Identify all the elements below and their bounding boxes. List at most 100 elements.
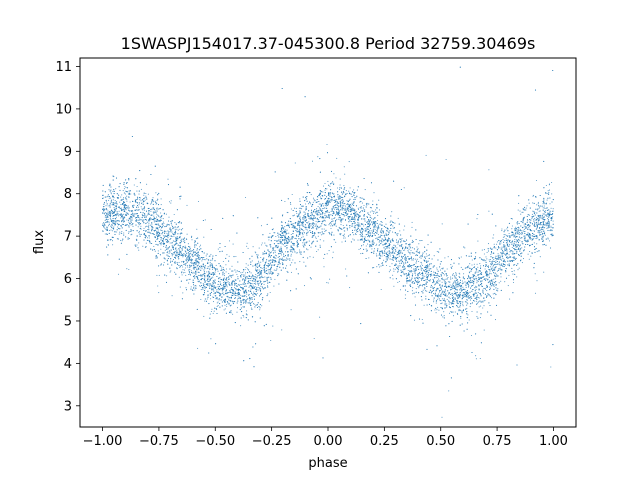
- data-point: [310, 214, 312, 216]
- data-point: [509, 251, 511, 253]
- data-point: [149, 217, 151, 219]
- data-point: [226, 303, 228, 306]
- data-point: [389, 251, 391, 253]
- data-point: [308, 240, 310, 242]
- data-point: [140, 188, 142, 190]
- data-point: [350, 205, 352, 207]
- data-point: [372, 239, 374, 241]
- data-point: [228, 303, 230, 305]
- data-point: [186, 266, 188, 268]
- data-point: [320, 234, 322, 236]
- data-point: [268, 271, 270, 273]
- data-point: [274, 254, 276, 256]
- data-point: [290, 208, 292, 210]
- data-point: [182, 266, 184, 268]
- data-point: [503, 234, 505, 236]
- data-point: [515, 257, 517, 259]
- data-point: [523, 235, 525, 237]
- data-point: [262, 253, 264, 255]
- data-point: [418, 287, 420, 289]
- data-point: [429, 279, 431, 281]
- data-point: [446, 295, 448, 297]
- data-point: [212, 281, 214, 283]
- data-point: [333, 193, 335, 195]
- data-point: [272, 325, 274, 327]
- data-point: [398, 255, 400, 257]
- data-point: [511, 228, 513, 230]
- data-point: [291, 193, 293, 196]
- data-point: [336, 213, 338, 215]
- data-point: [171, 255, 173, 257]
- data-point: [342, 205, 344, 207]
- data-point: [367, 236, 369, 238]
- data-point: [105, 201, 107, 203]
- data-point: [354, 218, 356, 220]
- data-point: [168, 252, 170, 254]
- data-point: [197, 255, 199, 257]
- data-point: [213, 310, 215, 312]
- data-point: [104, 227, 106, 229]
- data-point: [506, 228, 508, 230]
- data-point: [130, 220, 132, 222]
- data-point: [273, 285, 275, 287]
- data-point: [270, 251, 272, 253]
- data-point: [296, 212, 298, 215]
- data-point: [417, 275, 420, 277]
- data-point: [285, 240, 288, 242]
- data-point: [126, 268, 128, 270]
- data-point: [179, 235, 181, 237]
- data-point: [385, 233, 388, 235]
- data-point: [277, 256, 279, 259]
- data-point: [499, 242, 501, 244]
- data-point: [392, 250, 394, 252]
- data-point: [525, 226, 527, 228]
- data-point: [380, 241, 382, 243]
- data-point: [402, 246, 404, 249]
- data-point: [230, 312, 232, 314]
- data-point: [187, 273, 190, 276]
- data-point: [476, 286, 478, 288]
- data-point: [140, 206, 142, 208]
- data-point: [404, 267, 406, 269]
- data-point: [447, 281, 449, 283]
- data-point: [525, 233, 528, 236]
- data-point: [436, 294, 438, 296]
- data-point: [419, 284, 421, 286]
- data-point: [460, 287, 462, 289]
- data-point: [405, 256, 407, 258]
- data-point: [200, 274, 202, 276]
- data-point: [468, 319, 470, 321]
- data-point: [453, 303, 455, 305]
- data-point: [168, 201, 171, 203]
- data-point: [314, 216, 316, 218]
- data-point: [179, 250, 181, 253]
- data-point: [218, 297, 220, 300]
- data-point: [319, 207, 321, 209]
- data-point: [168, 245, 171, 248]
- data-point: [246, 302, 248, 304]
- data-point: [299, 249, 301, 251]
- data-point: [331, 223, 333, 225]
- data-point: [296, 229, 298, 231]
- data-point: [123, 232, 125, 234]
- data-point: [248, 286, 250, 288]
- data-point: [467, 303, 469, 305]
- data-point: [156, 256, 158, 258]
- data-point: [437, 259, 439, 261]
- data-point: [502, 262, 504, 264]
- data-point: [226, 254, 228, 256]
- data-point: [309, 256, 311, 258]
- data-point: [128, 196, 130, 198]
- data-point: [457, 284, 460, 286]
- data-point: [286, 270, 288, 272]
- data-point: [261, 267, 263, 269]
- data-point: [532, 215, 535, 217]
- data-point: [173, 253, 175, 255]
- data-point: [366, 220, 368, 222]
- data-point: [170, 202, 172, 204]
- data-point: [502, 239, 504, 241]
- data-point: [167, 237, 169, 239]
- data-point: [116, 238, 118, 240]
- data-point: [237, 276, 239, 278]
